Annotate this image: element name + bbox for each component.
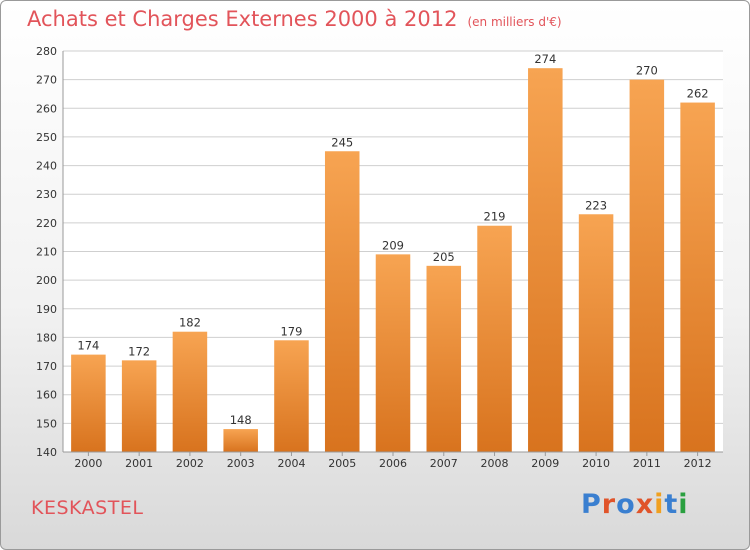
y-tick-label: 220	[36, 217, 57, 230]
y-tick-label: 140	[36, 446, 57, 459]
bar-2003	[223, 429, 258, 452]
bars: 174 172 182 148 179 245 209 205 219 274 223 270 262	[71, 52, 715, 453]
y-tick-label: 180	[36, 331, 57, 344]
x-tick-label: 2002	[176, 457, 204, 470]
bar-value-label: 174	[77, 339, 99, 353]
bar-value-label: 274	[534, 52, 556, 66]
proxiti-logo[interactable]: Proxiti	[581, 489, 689, 520]
logo-letter: P	[581, 489, 602, 520]
bar-value-label: 148	[230, 413, 252, 427]
x-tick-label: 2003	[227, 457, 255, 470]
bar-value-label: 262	[687, 87, 709, 101]
bar-2005	[324, 151, 360, 452]
x-tick-label: 2009	[531, 457, 559, 470]
x-tick-label: 2006	[379, 457, 407, 470]
y-tick-label: 280	[36, 45, 57, 58]
y-tick-label: 150	[36, 417, 57, 430]
bar-value-label: 182	[179, 316, 201, 330]
logo-letter: i	[678, 489, 689, 520]
bar-value-label: 223	[585, 198, 607, 212]
bar-2009	[528, 68, 563, 452]
bar-2008	[477, 225, 512, 452]
axes: 140 150 160 170 180 190 200 210 220 230 240 250 260 2…	[36, 45, 723, 470]
bar-2002	[172, 331, 208, 452]
y-tick-label: 240	[36, 160, 57, 173]
bar-value-label: 219	[484, 210, 506, 224]
x-tick-label: 2004	[277, 457, 305, 470]
x-tick-label: 2008	[481, 457, 509, 470]
x-tick-label: 2000	[74, 457, 102, 470]
x-tick-label: 2010	[582, 457, 610, 470]
logo-letter: i	[654, 489, 665, 520]
bar-value-label: 245	[331, 135, 353, 149]
x-tick-label: 2011	[633, 457, 661, 470]
y-tick-label: 170	[36, 360, 57, 373]
x-tick-label: 2012	[684, 457, 712, 470]
bar-value-label: 270	[636, 64, 658, 78]
bar-2004	[274, 340, 309, 452]
y-tick-label: 160	[36, 389, 57, 402]
bar-value-label: 205	[433, 250, 455, 264]
bar-value-label: 209	[382, 238, 404, 252]
bar-value-label: 179	[280, 324, 302, 338]
x-tick-label: 2007	[430, 457, 458, 470]
logo-letter: t	[664, 489, 679, 520]
bar-2000	[71, 354, 106, 452]
bar-2011	[629, 79, 665, 453]
bar-2012	[680, 102, 715, 453]
logo-letter: x	[635, 489, 655, 520]
y-tick-label: 260	[36, 102, 57, 115]
chart-unit: (en milliers d'€)	[467, 15, 562, 29]
bar-2010	[578, 214, 614, 452]
y-tick-label: 200	[36, 274, 57, 287]
x-tick-label: 2001	[125, 457, 153, 470]
x-tick-label: 2005	[328, 457, 356, 470]
bar-2007	[426, 265, 462, 452]
chart-title-text: Achats et Charges Externes 2000 à 2012	[27, 7, 458, 31]
y-tick-label: 250	[36, 131, 57, 144]
logo-letter: o	[616, 489, 636, 520]
y-tick-label: 230	[36, 188, 57, 201]
commune-name: KESKASTEL	[31, 497, 144, 519]
y-tick-label: 270	[36, 74, 57, 87]
bar-2006	[375, 254, 411, 452]
bar-value-label: 172	[128, 344, 150, 358]
y-tick-label: 210	[36, 246, 57, 259]
chart-title: Achats et Charges Externes 2000 à 2012 (e…	[27, 7, 562, 31]
logo-letter: r	[601, 489, 617, 520]
bar-2001	[121, 360, 157, 452]
y-tick-label: 190	[36, 303, 57, 316]
